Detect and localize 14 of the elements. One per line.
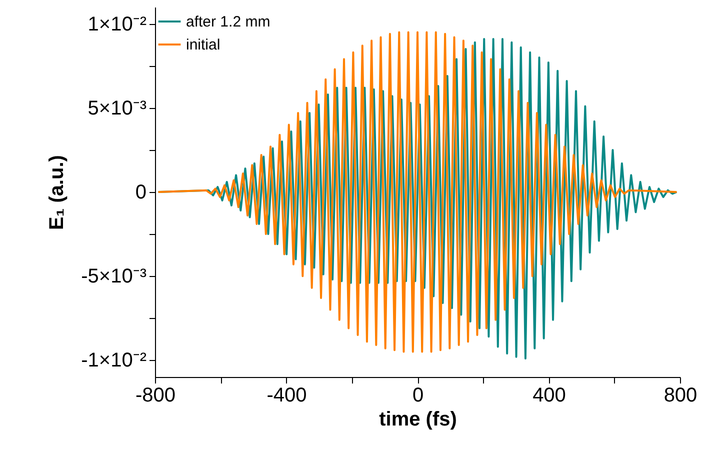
legend-label: after 1.2 mm <box>186 14 270 30</box>
y-tick-label: 0 <box>135 182 146 204</box>
y-axis-title: E₁ (a.u.) <box>46 155 68 230</box>
x-axis-title: time (fs) <box>379 408 457 430</box>
y-tick-label: 1×10⁻² <box>88 13 147 36</box>
x-tick-label: -400 <box>266 384 307 406</box>
x-tick-label: 400 <box>532 384 566 406</box>
legend-label: initial <box>186 36 220 54</box>
x-tick-label: -800 <box>135 384 176 406</box>
x-tick-label: 800 <box>664 384 698 406</box>
y-tick-label: 5×10⁻³ <box>88 97 147 120</box>
y-tick-label: -1×10⁻² <box>81 350 147 372</box>
y-tick-label: -5×10⁻³ <box>81 266 147 288</box>
x-tick-label: 0 <box>412 384 424 406</box>
